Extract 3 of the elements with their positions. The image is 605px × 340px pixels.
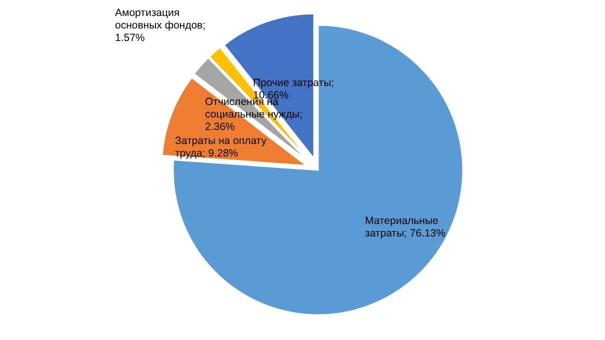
slice-label: Материальные затраты; 76.13% [365, 215, 446, 240]
slice-label: Амортизация основных фондов; 1.57% [115, 7, 206, 44]
slice-label: Затраты на оплату труда; 9.28% [175, 135, 268, 160]
